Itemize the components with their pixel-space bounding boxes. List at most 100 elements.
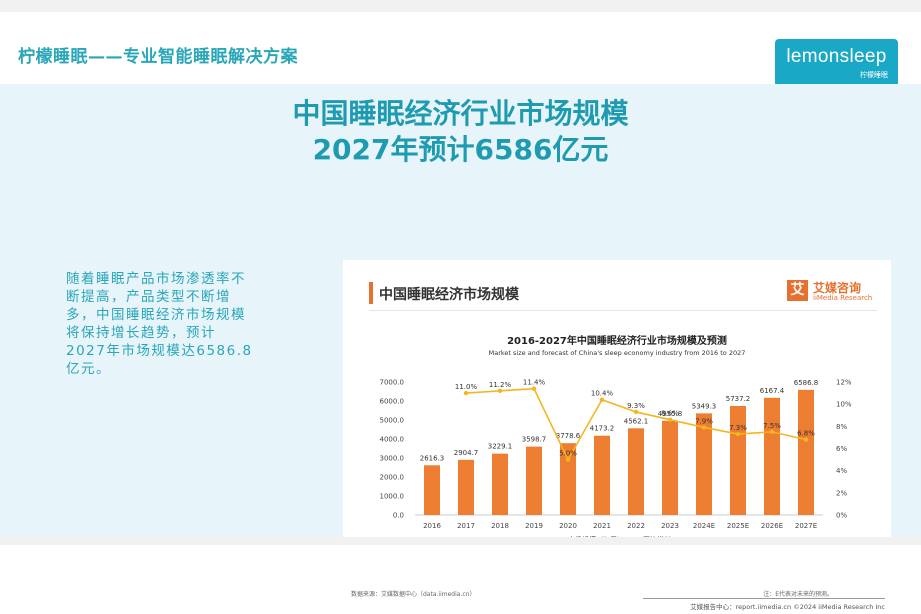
growth-value-label: 11.2% xyxy=(489,381,512,389)
growth-point xyxy=(769,429,775,435)
footer-divider xyxy=(643,598,885,599)
y2-tick-label: 10% xyxy=(836,401,852,409)
top-strip xyxy=(0,0,921,12)
y-tick-label: 1000.0 xyxy=(380,493,405,501)
y2-tick-label: 12% xyxy=(836,379,852,387)
x-tick-label: 2018 xyxy=(491,522,509,530)
bar xyxy=(662,420,678,515)
x-tick-label: 2024E xyxy=(693,522,715,530)
y2-tick-label: 0% xyxy=(836,512,847,520)
x-tick-label: 2026E xyxy=(761,522,783,530)
bar xyxy=(526,446,542,515)
growth-point xyxy=(633,409,639,415)
card-title: 中国睡眠经济市场规模 xyxy=(379,287,519,303)
bar-value-label: 5737.2 xyxy=(726,395,751,403)
x-tick-label: 2027E xyxy=(795,522,817,530)
card-title-accent xyxy=(369,282,373,304)
x-tick-label: 2016 xyxy=(423,522,441,530)
x-tick-label: 2025E xyxy=(727,522,749,530)
growth-value-label: 10.4% xyxy=(591,390,614,398)
growth-value-label: 11.4% xyxy=(523,379,546,387)
source-note: 数据来源：艾媒数据中心（data.iimedia.cn） xyxy=(351,591,476,598)
growth-point xyxy=(701,425,707,430)
card-divider xyxy=(369,310,877,311)
bar-value-label: 4173.2 xyxy=(590,425,615,433)
logo-wordmark: lemonsleep xyxy=(786,46,887,67)
growth-value-label: 7.3% xyxy=(729,424,747,432)
y2-tick-label: 6% xyxy=(836,445,847,453)
y-tick-label: 2000.0 xyxy=(380,474,405,482)
bar xyxy=(764,397,780,515)
growth-value-label: 8.6% xyxy=(661,410,679,418)
y2-tick-label: 2% xyxy=(836,489,847,497)
bar-value-label: 4955.8 xyxy=(658,410,683,418)
bar-value-label: 3229.1 xyxy=(488,443,513,451)
growth-value-label: 11.0% xyxy=(455,383,478,391)
growth-point xyxy=(565,457,571,462)
growth-point xyxy=(531,386,537,391)
iimedia-brand-en: iiMedia Research xyxy=(813,294,873,302)
x-tick-label: 2020 xyxy=(559,522,577,530)
growth-point xyxy=(497,388,503,394)
bar-value-label: 4562.1 xyxy=(624,417,649,425)
bar xyxy=(458,459,474,515)
chart-subtitle: Market size and forecast of China's slee… xyxy=(488,349,746,357)
chart-card: 中国睡眠经济市场规模 艾 艾媒咨询 iiMedia Research 2016-… xyxy=(343,260,891,614)
y-tick-label: 6000.0 xyxy=(380,398,405,406)
growth-value-label: 7.5% xyxy=(763,422,781,430)
chart-svg: 0.0 1000.0 2000.0 3000.0 4000.0 5000.0 6000.0 7… xyxy=(380,379,852,545)
chart-title: 2016-2027年中国睡眠经济行业市场规模及预测 xyxy=(507,336,727,347)
bar xyxy=(798,389,814,515)
bar-value-label: 3598.7 xyxy=(522,436,547,444)
x-tick-label: 2021 xyxy=(593,522,611,530)
bar-value-label: 6586.8 xyxy=(794,379,819,387)
iimedia-brand-cn: 艾媒咨询 xyxy=(813,281,862,295)
y-tick-label: 3000.0 xyxy=(380,455,405,463)
x-tick-label: 2023 xyxy=(661,522,679,530)
bottom-strip xyxy=(0,537,921,545)
growth-value-label: 6.8% xyxy=(797,430,815,438)
bar xyxy=(594,435,610,515)
bar xyxy=(730,405,746,515)
y-tick-label: 5000.0 xyxy=(380,417,405,425)
growth-point xyxy=(599,397,605,402)
iimedia-logo-icon: 艾 xyxy=(787,280,808,301)
bar-value-label: 3778.6 xyxy=(556,432,581,440)
bar-value-label: 6167.4 xyxy=(760,387,785,395)
growth-point xyxy=(803,437,809,442)
bar-value-label: 2616.3 xyxy=(420,454,445,462)
y-tick-label: 0.0 xyxy=(393,512,404,520)
bar-value-label: 2904.7 xyxy=(454,449,479,457)
growth-point xyxy=(463,390,469,396)
headline: 中国睡眠经济行业市场规模 2027年预计6586亿元 xyxy=(0,96,921,168)
iimedia-logo: 艾 艾媒咨询 iiMedia Research xyxy=(787,280,877,306)
growth-point xyxy=(735,431,741,437)
side-text: 随着睡眠产品市场渗透率不断提高，产品类型不断增多，中国睡眠经济市场规模将保持增长… xyxy=(66,271,253,377)
y2-tick-label: 8% xyxy=(836,423,847,431)
bar xyxy=(424,465,440,515)
headline-line1: 中国睡眠经济行业市场规模 xyxy=(292,97,629,130)
forecast-note: 注：E代表对未来的预测。 xyxy=(763,591,833,598)
growth-value-label: 7.9% xyxy=(695,417,713,425)
content-panel: 中国睡眠经济行业市场规模 2027年预计6586亿元 随着睡眠产品市场渗透率不断… xyxy=(0,84,921,614)
growth-value-label: 5.0% xyxy=(559,450,577,458)
x-tick-label: 2022 xyxy=(627,522,645,530)
bar xyxy=(628,428,644,515)
y2-tick-label: 4% xyxy=(836,467,847,475)
headline-line2: 2027年预计6586亿元 xyxy=(312,133,609,166)
x-tick-label: 2019 xyxy=(525,522,543,530)
bar-value-label: 5349.3 xyxy=(692,402,717,410)
header: 柠檬睡眠——专业智能睡眠解决方案 lemonsleep 柠檬睡眠 xyxy=(0,12,921,87)
bar xyxy=(560,443,576,515)
bar xyxy=(696,413,712,515)
bar xyxy=(492,453,508,515)
growth-value-label: 9.3% xyxy=(627,402,645,410)
x-tick-label: 2017 xyxy=(457,522,475,530)
report-footer: 艾媒报告中心：report.iimedia.cn ©2024 iiMedia R… xyxy=(690,603,885,611)
growth-point xyxy=(667,417,673,422)
logo-subtitle: 柠檬睡眠 xyxy=(860,71,888,79)
y-tick-label: 7000.0 xyxy=(380,379,405,387)
header-title: 柠檬睡眠——专业智能睡眠解决方案 xyxy=(18,47,298,67)
y-tick-label: 4000.0 xyxy=(380,436,405,444)
lemonsleep-logo: lemonsleep 柠檬睡眠 xyxy=(775,39,898,87)
